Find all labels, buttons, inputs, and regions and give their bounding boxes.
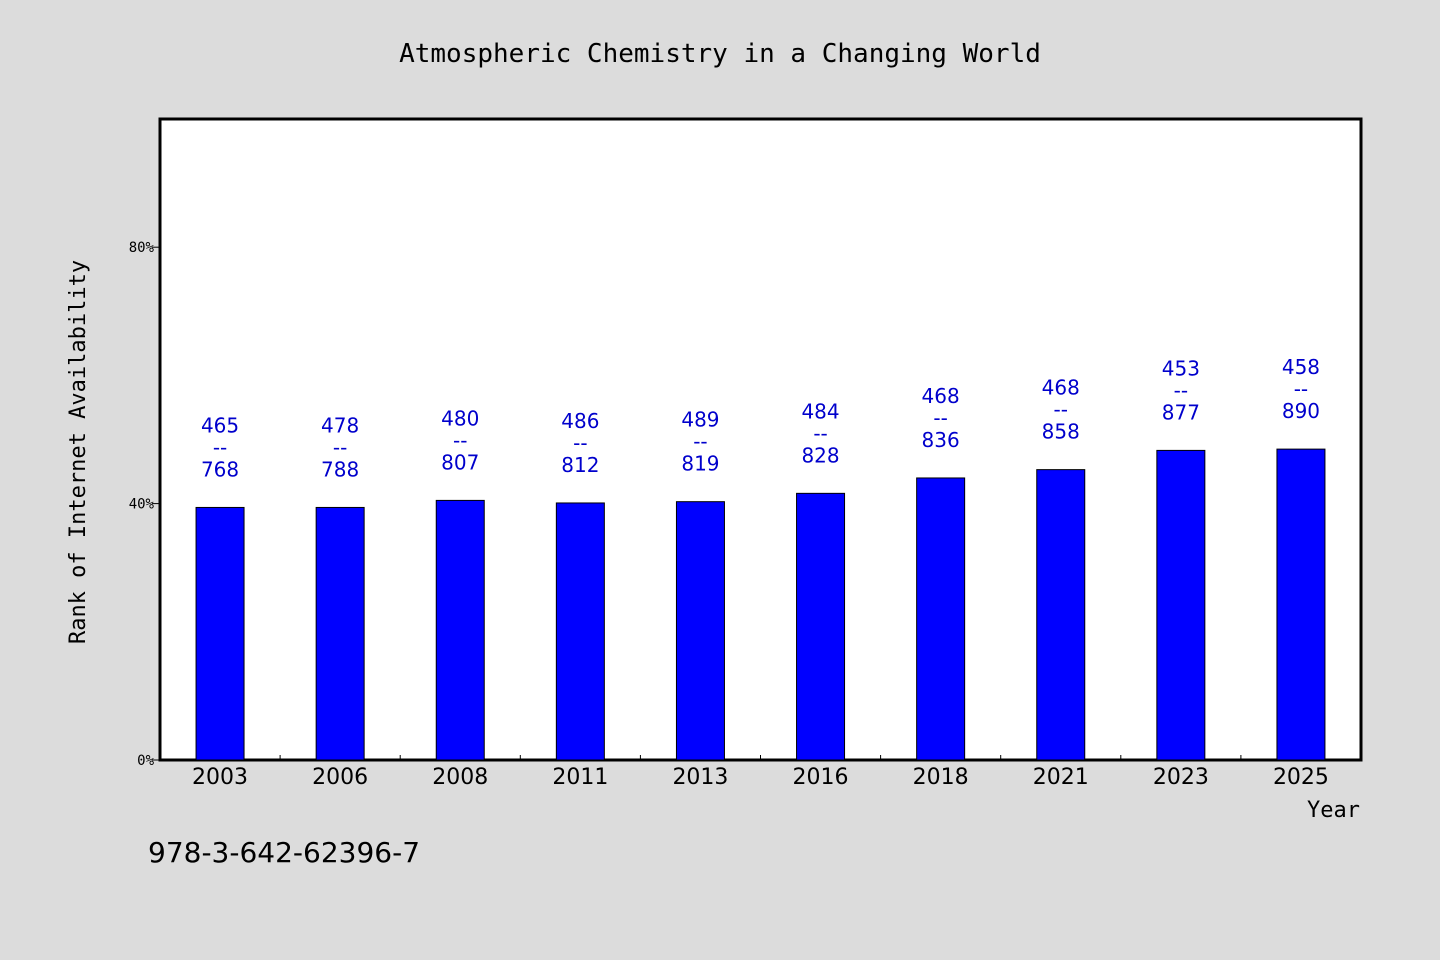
data-label-top-2013: 489 xyxy=(681,408,719,432)
x-tick-label-2016: 2016 xyxy=(793,765,849,790)
data-label-bottom-2013: 819 xyxy=(681,452,719,476)
bar-2023 xyxy=(1156,449,1206,761)
data-label-sep-2023: -- xyxy=(1174,378,1188,402)
x-tick-label-2013: 2013 xyxy=(672,765,728,790)
data-label-bottom-2018: 836 xyxy=(922,428,960,452)
x-tick-label-2003: 2003 xyxy=(192,765,248,790)
data-label-top-2003: 465 xyxy=(201,413,239,437)
data-label-bottom-2008: 807 xyxy=(441,450,479,474)
data-label-top-2006: 478 xyxy=(321,413,359,437)
bar-2008 xyxy=(435,499,485,761)
y-axis-label: Rank of Internet Availability xyxy=(66,260,91,644)
data-label-bottom-2006: 788 xyxy=(321,457,359,481)
x-tick-label-2023: 2023 xyxy=(1153,765,1209,790)
x-tick-label-2008: 2008 xyxy=(432,765,488,790)
data-label-sep-2018: -- xyxy=(933,406,947,430)
bar-2003 xyxy=(195,506,245,761)
data-label-sep-2003: -- xyxy=(213,435,227,459)
y-tick-label: 0% xyxy=(137,753,154,769)
bar-2021 xyxy=(1036,469,1086,761)
bar-2011 xyxy=(555,502,605,761)
data-label-bottom-2023: 877 xyxy=(1162,400,1200,424)
footer-isbn: 978-3-642-62396-7 xyxy=(148,836,420,869)
bar-2018 xyxy=(916,477,966,761)
bars-layer xyxy=(195,448,1326,761)
x-tick-label-2025: 2025 xyxy=(1273,765,1329,790)
bar-2016 xyxy=(796,492,846,761)
data-label-top-2021: 468 xyxy=(1042,376,1080,400)
bar-2006 xyxy=(315,506,365,761)
bar-2025 xyxy=(1276,448,1326,761)
data-label-sep-2008: -- xyxy=(453,428,467,452)
y-tick-label: 40% xyxy=(129,497,155,513)
x-tick-label-2006: 2006 xyxy=(312,765,368,790)
bar-2013 xyxy=(675,501,725,761)
x-tick-label-2018: 2018 xyxy=(913,765,969,790)
data-label-top-2025: 458 xyxy=(1282,355,1320,379)
data-label-top-2023: 453 xyxy=(1162,356,1200,380)
y-tick-label: 80% xyxy=(129,240,155,256)
data-label-top-2018: 468 xyxy=(922,384,960,408)
chart-title: Atmospheric Chemistry in a Changing Worl… xyxy=(399,39,1041,69)
data-label-sep-2025: -- xyxy=(1294,377,1308,401)
data-label-sep-2011: -- xyxy=(573,431,587,455)
x-axis-label: Year xyxy=(1307,798,1360,823)
labels-layer: 2003465--7682006478--7882008480--8072011… xyxy=(192,355,1329,790)
x-tick-label-2021: 2021 xyxy=(1033,765,1089,790)
data-label-bottom-2021: 858 xyxy=(1042,420,1080,444)
data-label-bottom-2011: 812 xyxy=(561,453,599,477)
ticks-layer: 0% 40% 80% xyxy=(129,240,1242,769)
data-label-sep-2013: -- xyxy=(693,430,707,454)
data-label-sep-2021: -- xyxy=(1054,398,1068,422)
data-label-bottom-2003: 768 xyxy=(201,457,239,481)
data-label-top-2008: 480 xyxy=(441,406,479,430)
data-label-top-2016: 484 xyxy=(801,399,839,423)
data-label-sep-2006: -- xyxy=(333,435,347,459)
data-label-bottom-2025: 890 xyxy=(1282,399,1320,423)
data-label-bottom-2016: 828 xyxy=(801,443,839,467)
data-label-top-2011: 486 xyxy=(561,409,599,433)
data-label-sep-2016: -- xyxy=(813,421,827,445)
x-tick-label-2011: 2011 xyxy=(552,765,608,790)
